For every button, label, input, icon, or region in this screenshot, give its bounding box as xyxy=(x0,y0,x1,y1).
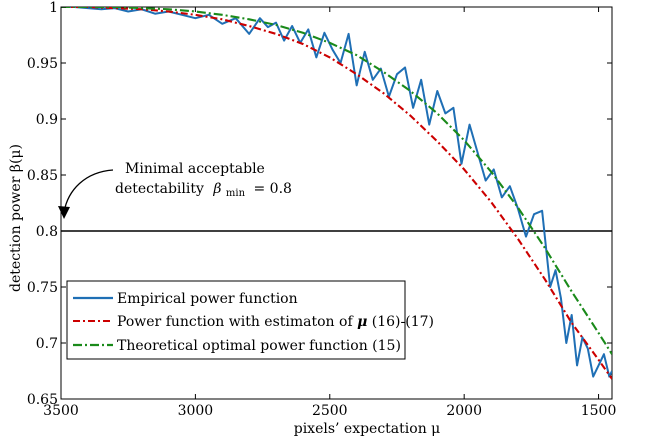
legend-estimation-mu: μ xyxy=(357,314,367,330)
y-tick-label: 0.85 xyxy=(27,168,58,184)
plot-frame xyxy=(60,6,613,400)
y-tick-label: 0.7 xyxy=(36,336,58,352)
x-tick-label: 3000 xyxy=(178,403,214,419)
y-tick-label: 0.75 xyxy=(27,280,58,296)
annotation-prefix: detectability xyxy=(115,181,204,197)
x-tick-label: 2500 xyxy=(312,403,348,419)
legend-label-empirical: Empirical power function xyxy=(117,291,298,307)
annotation-line1: Minimal acceptable xyxy=(125,161,265,177)
annotation-value: = 0.8 xyxy=(253,181,291,197)
plot-area xyxy=(60,6,613,400)
legend-label-estimation: Power function with estimaton of μ (16)-… xyxy=(117,314,434,330)
y-axis-title: detection power β(μ) xyxy=(8,144,24,292)
annotation-beta-sub: min xyxy=(226,188,246,199)
x-axis-title: pixels’ expectation μ xyxy=(294,421,441,437)
annotation-arrow xyxy=(63,169,114,213)
y-tick-label: 0.65 xyxy=(27,392,58,408)
annotation-line2: detectability β min = 0.8 xyxy=(115,181,292,200)
series-line-1 xyxy=(61,7,612,380)
x-tick-label: 3500 xyxy=(43,403,79,419)
legend-label-theoretical: Theoretical optimal power function (15) xyxy=(117,338,401,354)
annotation-beta: β xyxy=(212,181,221,197)
annotation-arrowhead xyxy=(58,206,70,219)
legend: Empirical power function Power function … xyxy=(66,280,434,360)
y-tick-label: 0.9 xyxy=(36,112,58,128)
legend-box xyxy=(66,280,406,360)
x-tick-label: 2000 xyxy=(446,403,482,419)
series-line-2 xyxy=(61,7,612,355)
y-tick-label: 0.95 xyxy=(27,56,58,72)
axis-ticks: 3500 3000 2500 2000 1500 0.65 0.7 0.75 0.8 0.85 0.… xyxy=(27,0,617,419)
y-tick-label: 1 xyxy=(49,0,58,16)
legend-estimation-prefix: Power function with estimaton of xyxy=(117,314,357,330)
y-tick-label: 0.8 xyxy=(36,224,58,240)
x-tick-label: 1500 xyxy=(581,403,617,419)
legend-estimation-suffix: (16)-(17) xyxy=(372,314,434,330)
